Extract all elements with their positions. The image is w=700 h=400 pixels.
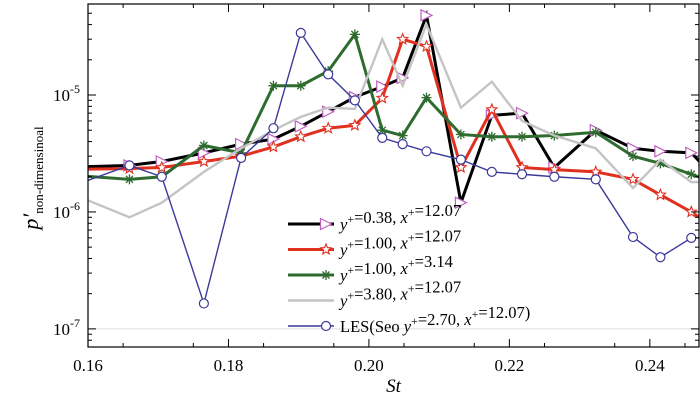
series-5-marker: [627, 231, 639, 243]
series-5-marker: [124, 160, 135, 171]
legend-series-1-label: y+=0.38, x+=12.07: [338, 201, 461, 234]
series-3-marker: [268, 80, 279, 91]
series-1-marker: [454, 196, 468, 210]
series-3-marker: [53, 169, 63, 179]
series-2-marker: [485, 102, 499, 116]
series-5-marker: [516, 169, 528, 180]
x-tick-label: 0.18: [214, 356, 244, 375]
series-2-marker: [53, 164, 63, 174]
series-2-marker: [197, 154, 211, 168]
legend-series-3-label: y+=1.00, x+=3.14: [338, 252, 453, 285]
plot-frame: [87, 3, 700, 348]
legend-series-5-label: LES(Seo y+=2.70, x+=12.07): [340, 303, 530, 336]
series-3-marker: [627, 151, 638, 162]
series-1-marker: [420, 8, 434, 22]
series-5-marker: [268, 123, 279, 134]
series-2-marker: [321, 121, 335, 134]
series-5-marker: [397, 139, 408, 150]
series-3-marker: [124, 174, 135, 185]
series-3-marker: [455, 129, 466, 140]
series-5-marker: [686, 232, 697, 243]
series-5-marker: [156, 171, 167, 182]
series-2-marker: [626, 172, 640, 185]
series-2-marker: [348, 118, 362, 132]
series-5-marker: [590, 174, 601, 185]
series-5-marker: [295, 27, 306, 38]
series-3-marker: [397, 130, 408, 141]
series-5-marker: [349, 95, 360, 106]
series-5-marker: [486, 166, 497, 177]
x-axis-title: St: [386, 376, 402, 397]
series-3-marker: [590, 127, 601, 138]
legend-series-2-swatch-marker: [319, 242, 333, 256]
series-3-marker: [486, 131, 497, 142]
y-tick-label: 10-6: [53, 199, 80, 222]
series-2-marker: [294, 129, 308, 143]
series-3-marker: [295, 80, 306, 91]
series-2-marker: [419, 39, 434, 53]
series-3-marker-stroke: [54, 171, 61, 178]
series-2-marker: [395, 32, 410, 45]
series-2-marker: [266, 139, 281, 153]
legend: y+=0.38, x+=12.07y+=1.00, x+=12.07y+=1.0…: [288, 201, 530, 336]
series-4: [88, 21, 699, 219]
series-1: [52, 8, 699, 210]
series-1-marker: [52, 162, 63, 173]
series-1-marker: [235, 137, 248, 151]
series-5-marker: [236, 152, 247, 163]
series-group: [52, 8, 699, 309]
series-2-marker: [454, 160, 468, 174]
legend-series-3-swatch-marker: [321, 270, 331, 280]
series-3-marker: [349, 29, 360, 40]
series-5-marker: [455, 154, 467, 165]
series-5-marker: [198, 298, 209, 309]
series-5-marker: [377, 132, 388, 143]
series-5-marker: [53, 187, 62, 196]
series-2-marker: [375, 91, 389, 104]
x-tick-label: 0.16: [73, 356, 103, 375]
series-1-marker: [626, 141, 640, 155]
x-tick-label: 0.20: [354, 356, 384, 375]
series-5-marker: [323, 69, 334, 80]
legend-series-5-swatch-marker: [320, 320, 332, 332]
y-tick-label: 10-5: [53, 82, 80, 105]
legend-series-1-swatch-marker: [319, 217, 333, 231]
series-1-marker: [654, 144, 668, 158]
series-4-line: [88, 21, 699, 219]
series-2-marker: [155, 160, 169, 174]
series-3-marker: [198, 140, 209, 151]
legend-series-2-label: y+=1.00, x+=12.07: [338, 227, 461, 260]
y-axis-title: p′non-dimensinoal: [18, 126, 46, 232]
series-3-marker: [517, 131, 528, 142]
legend-series-4-label: y+=3.80, x+=12.07: [338, 278, 461, 311]
series-5-marker: [421, 146, 432, 157]
series-3-marker-stroke: [54, 171, 61, 178]
y-tick-label: 10-7: [53, 316, 80, 339]
series-1-marker: [294, 119, 308, 133]
series-5-marker: [549, 171, 560, 182]
series-1-marker: [376, 80, 390, 94]
x-tick-label: 0.24: [635, 356, 665, 375]
series-2-marker: [653, 187, 668, 201]
series-3-marker: [686, 169, 697, 180]
series-5-marker: [655, 252, 666, 263]
series-5: [53, 27, 699, 309]
series-2-marker: [684, 204, 698, 218]
series-3-marker: [421, 92, 432, 103]
series-1-marker: [685, 146, 699, 160]
x-tick-label: 0.22: [495, 356, 525, 375]
